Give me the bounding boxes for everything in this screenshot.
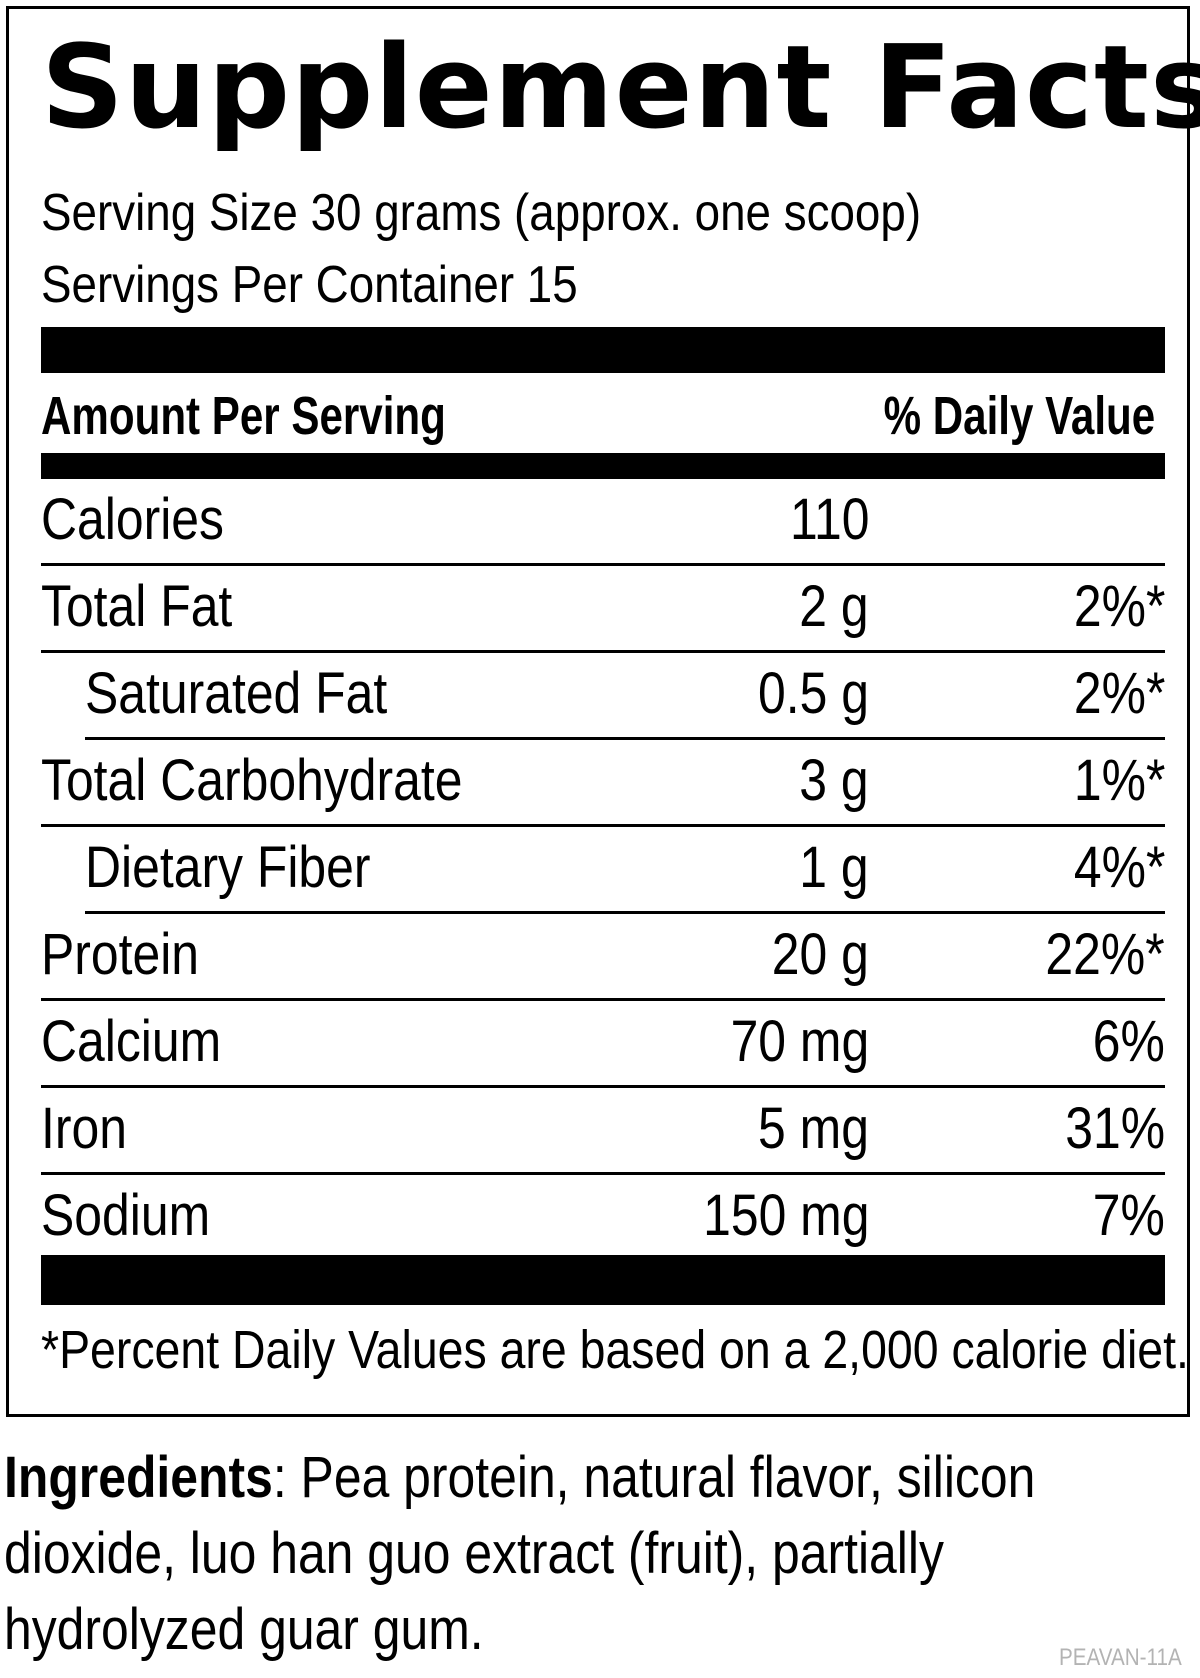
- nutrient-row-calories: Calories 110: [41, 479, 1165, 566]
- nutrient-daily-value: 4%*: [1073, 835, 1165, 900]
- nutrient-amount: 2 g: [799, 574, 869, 639]
- nutrient-name: Dietary Fiber: [85, 835, 371, 900]
- nutrient-amount: 1 g: [799, 835, 869, 900]
- nutrient-row-dietary-fiber: Dietary Fiber 1 g 4%*: [41, 827, 1165, 914]
- nutrient-name: Calcium: [41, 1009, 222, 1074]
- servings-per-container: Servings Per Container 15: [41, 256, 578, 314]
- row-divider: [41, 563, 1165, 566]
- header-amount-per-serving: Amount Per Serving: [41, 386, 446, 446]
- nutrient-name: Calories: [41, 487, 224, 552]
- nutrient-daily-value: 22%*: [1045, 922, 1165, 987]
- nutrient-daily-value: 2%*: [1073, 574, 1165, 639]
- nutrient-name: Protein: [41, 922, 200, 987]
- nutrient-amount: 0.5 g: [758, 661, 869, 726]
- nutrient-row-sodium: Sodium 150 mg 7%: [41, 1175, 1165, 1255]
- nutrient-name: Total Fat: [41, 574, 233, 639]
- nutrient-daily-value: 1%*: [1073, 748, 1165, 813]
- nutrient-amount: 5 mg: [758, 1096, 869, 1161]
- nutrient-name: Iron: [41, 1096, 127, 1161]
- nutrient-daily-value: 31%: [1065, 1096, 1165, 1161]
- nutrient-name: Sodium: [41, 1183, 211, 1248]
- row-divider: [41, 1085, 1165, 1088]
- nutrient-amount: 70 mg: [730, 1009, 869, 1074]
- nutrient-name: Saturated Fat: [85, 661, 388, 726]
- panel-title: Supplement Facts: [41, 21, 1200, 155]
- nutrient-daily-value: 6%: [1092, 1009, 1165, 1074]
- nutrient-row-total-carbohydrate: Total Carbohydrate 3 g 1%*: [41, 740, 1165, 827]
- ingredients-label: Ingredients: [4, 1445, 273, 1510]
- nutrient-amount: 20 g: [771, 922, 869, 987]
- nutrient-name: Total Carbohydrate: [41, 748, 463, 813]
- nutrient-daily-value: 2%*: [1073, 661, 1165, 726]
- thick-divider-top: [41, 327, 1165, 373]
- row-divider: [85, 737, 1165, 740]
- row-divider: [41, 650, 1165, 653]
- product-code: PEAVAN-11A: [1059, 1644, 1182, 1671]
- row-divider: [41, 998, 1165, 1001]
- supplement-facts-panel: Supplement Facts Serving Size 30 grams (…: [6, 6, 1200, 1417]
- ingredients-statement: Ingredients: Pea protein, natural flavor…: [4, 1440, 1156, 1668]
- row-divider: [41, 1172, 1165, 1175]
- nutrient-row-saturated-fat: Saturated Fat 0.5 g 2%*: [41, 653, 1165, 740]
- thick-divider-header: [41, 453, 1165, 479]
- nutrient-row-iron: Iron 5 mg 31%: [41, 1088, 1165, 1175]
- nutrient-row-calcium: Calcium 70 mg 6%: [41, 1001, 1165, 1088]
- serving-size: Serving Size 30 grams (approx. one scoop…: [41, 184, 922, 242]
- row-divider: [85, 911, 1165, 914]
- header-daily-value: % Daily Value: [883, 386, 1155, 446]
- row-divider: [41, 824, 1165, 827]
- nutrient-amount: 150 mg: [702, 1183, 869, 1248]
- nutrient-amount: 3 g: [799, 748, 869, 813]
- nutrient-daily-value: 7%: [1092, 1183, 1165, 1248]
- ingredients-text: : Pea protein, natural flavor, silicon d…: [4, 1445, 1036, 1662]
- daily-value-footnote: *Percent Daily Values are based on a 2,0…: [41, 1320, 1189, 1380]
- thick-divider-bottom: [41, 1255, 1165, 1305]
- nutrient-row-protein: Protein 20 g 22%*: [41, 914, 1165, 1001]
- nutrient-row-total-fat: Total Fat 2 g 2%*: [41, 566, 1165, 653]
- nutrient-amount: 110: [789, 487, 869, 552]
